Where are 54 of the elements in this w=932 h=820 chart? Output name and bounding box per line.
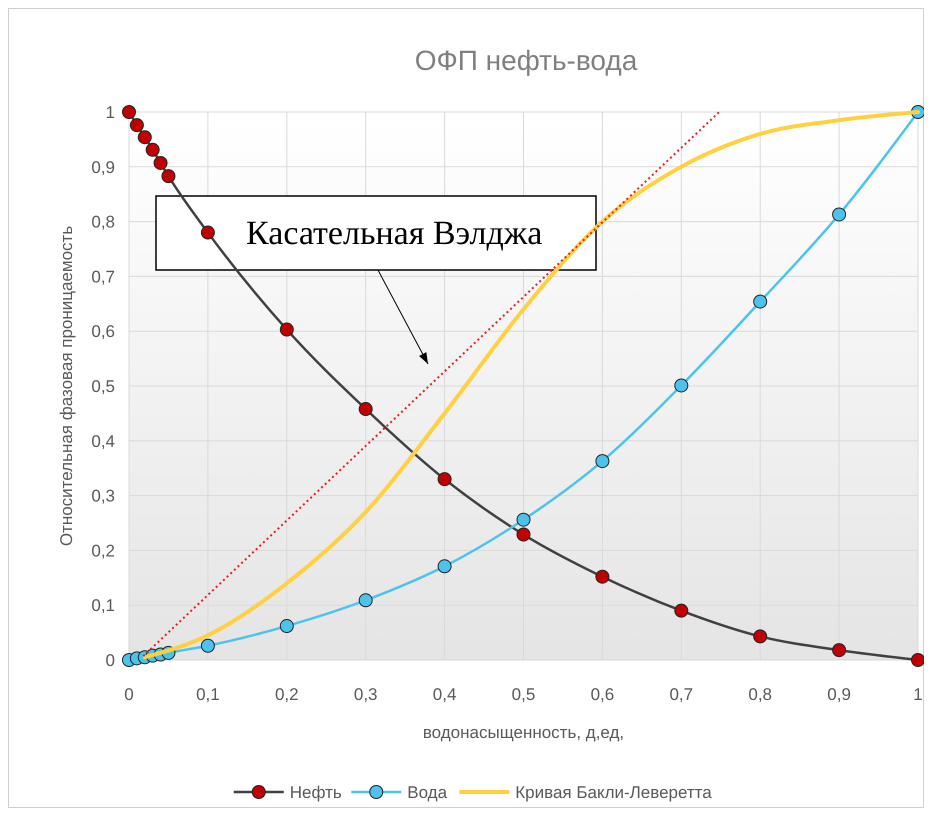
point [516, 528, 530, 542]
point [753, 629, 768, 644]
point [358, 593, 373, 608]
y-tick-label: 0,9 [91, 158, 115, 177]
x-tick-label: 0,9 [827, 685, 851, 704]
point [516, 512, 530, 527]
point [161, 169, 176, 184]
point [595, 454, 610, 468]
x-tick-label: 0,3 [354, 685, 378, 704]
x-axis-title: водонасыщенность, д,ед, [422, 723, 624, 742]
point [138, 130, 152, 144]
point [911, 653, 924, 667]
annotation: Касательная Вэлджа [246, 215, 542, 252]
point [200, 226, 215, 240]
point [753, 294, 768, 309]
point [200, 638, 215, 653]
point [832, 207, 846, 222]
point [280, 619, 294, 634]
y-tick-label: 0,3 [91, 486, 115, 506]
point [122, 105, 136, 119]
point [438, 559, 452, 574]
y-tick-label: 0,8 [91, 212, 115, 232]
point [832, 643, 846, 658]
x-tick-label: 0,1 [196, 685, 220, 704]
x-tick-label: 0 [124, 685, 134, 704]
y-tick-label: 0,4 [91, 432, 115, 451]
point [146, 142, 160, 157]
legend-label: Кривая Бакли-Леверетта [515, 783, 712, 802]
point [674, 604, 688, 618]
y-tick-label: 0,5 [91, 377, 115, 396]
x-tick-label: 1 [913, 685, 923, 704]
y-axis-title: Относительная фазовая проницаемость [57, 226, 76, 546]
chart-title: ОФП нефть-вода [414, 45, 638, 76]
y-tick-label: 1 [106, 103, 115, 122]
y-tick-label: 0,6 [91, 322, 115, 342]
y-tick-label: 0,2 [91, 541, 115, 560]
point [358, 402, 373, 416]
x-tick-label: 0,5 [512, 685, 536, 704]
point [595, 570, 610, 584]
legend-label: Нефть [290, 783, 342, 802]
point [130, 118, 144, 132]
x-tick-label: 0,6 [590, 685, 614, 704]
y-tick-label: 0,7 [91, 267, 115, 286]
y-tick-label: 0,1 [91, 596, 115, 616]
point [154, 156, 168, 170]
legend-label: Вода [407, 783, 448, 802]
x-tick-label: 0,7 [669, 685, 694, 704]
y-tick-label: 0 [106, 651, 115, 670]
point [674, 378, 688, 392]
point [280, 322, 294, 337]
x-tick-label: 0,2 [274, 685, 299, 704]
x-tick-label: 0,4 [432, 685, 456, 704]
point [438, 472, 452, 486]
x-tick-label: 0,8 [748, 685, 772, 704]
